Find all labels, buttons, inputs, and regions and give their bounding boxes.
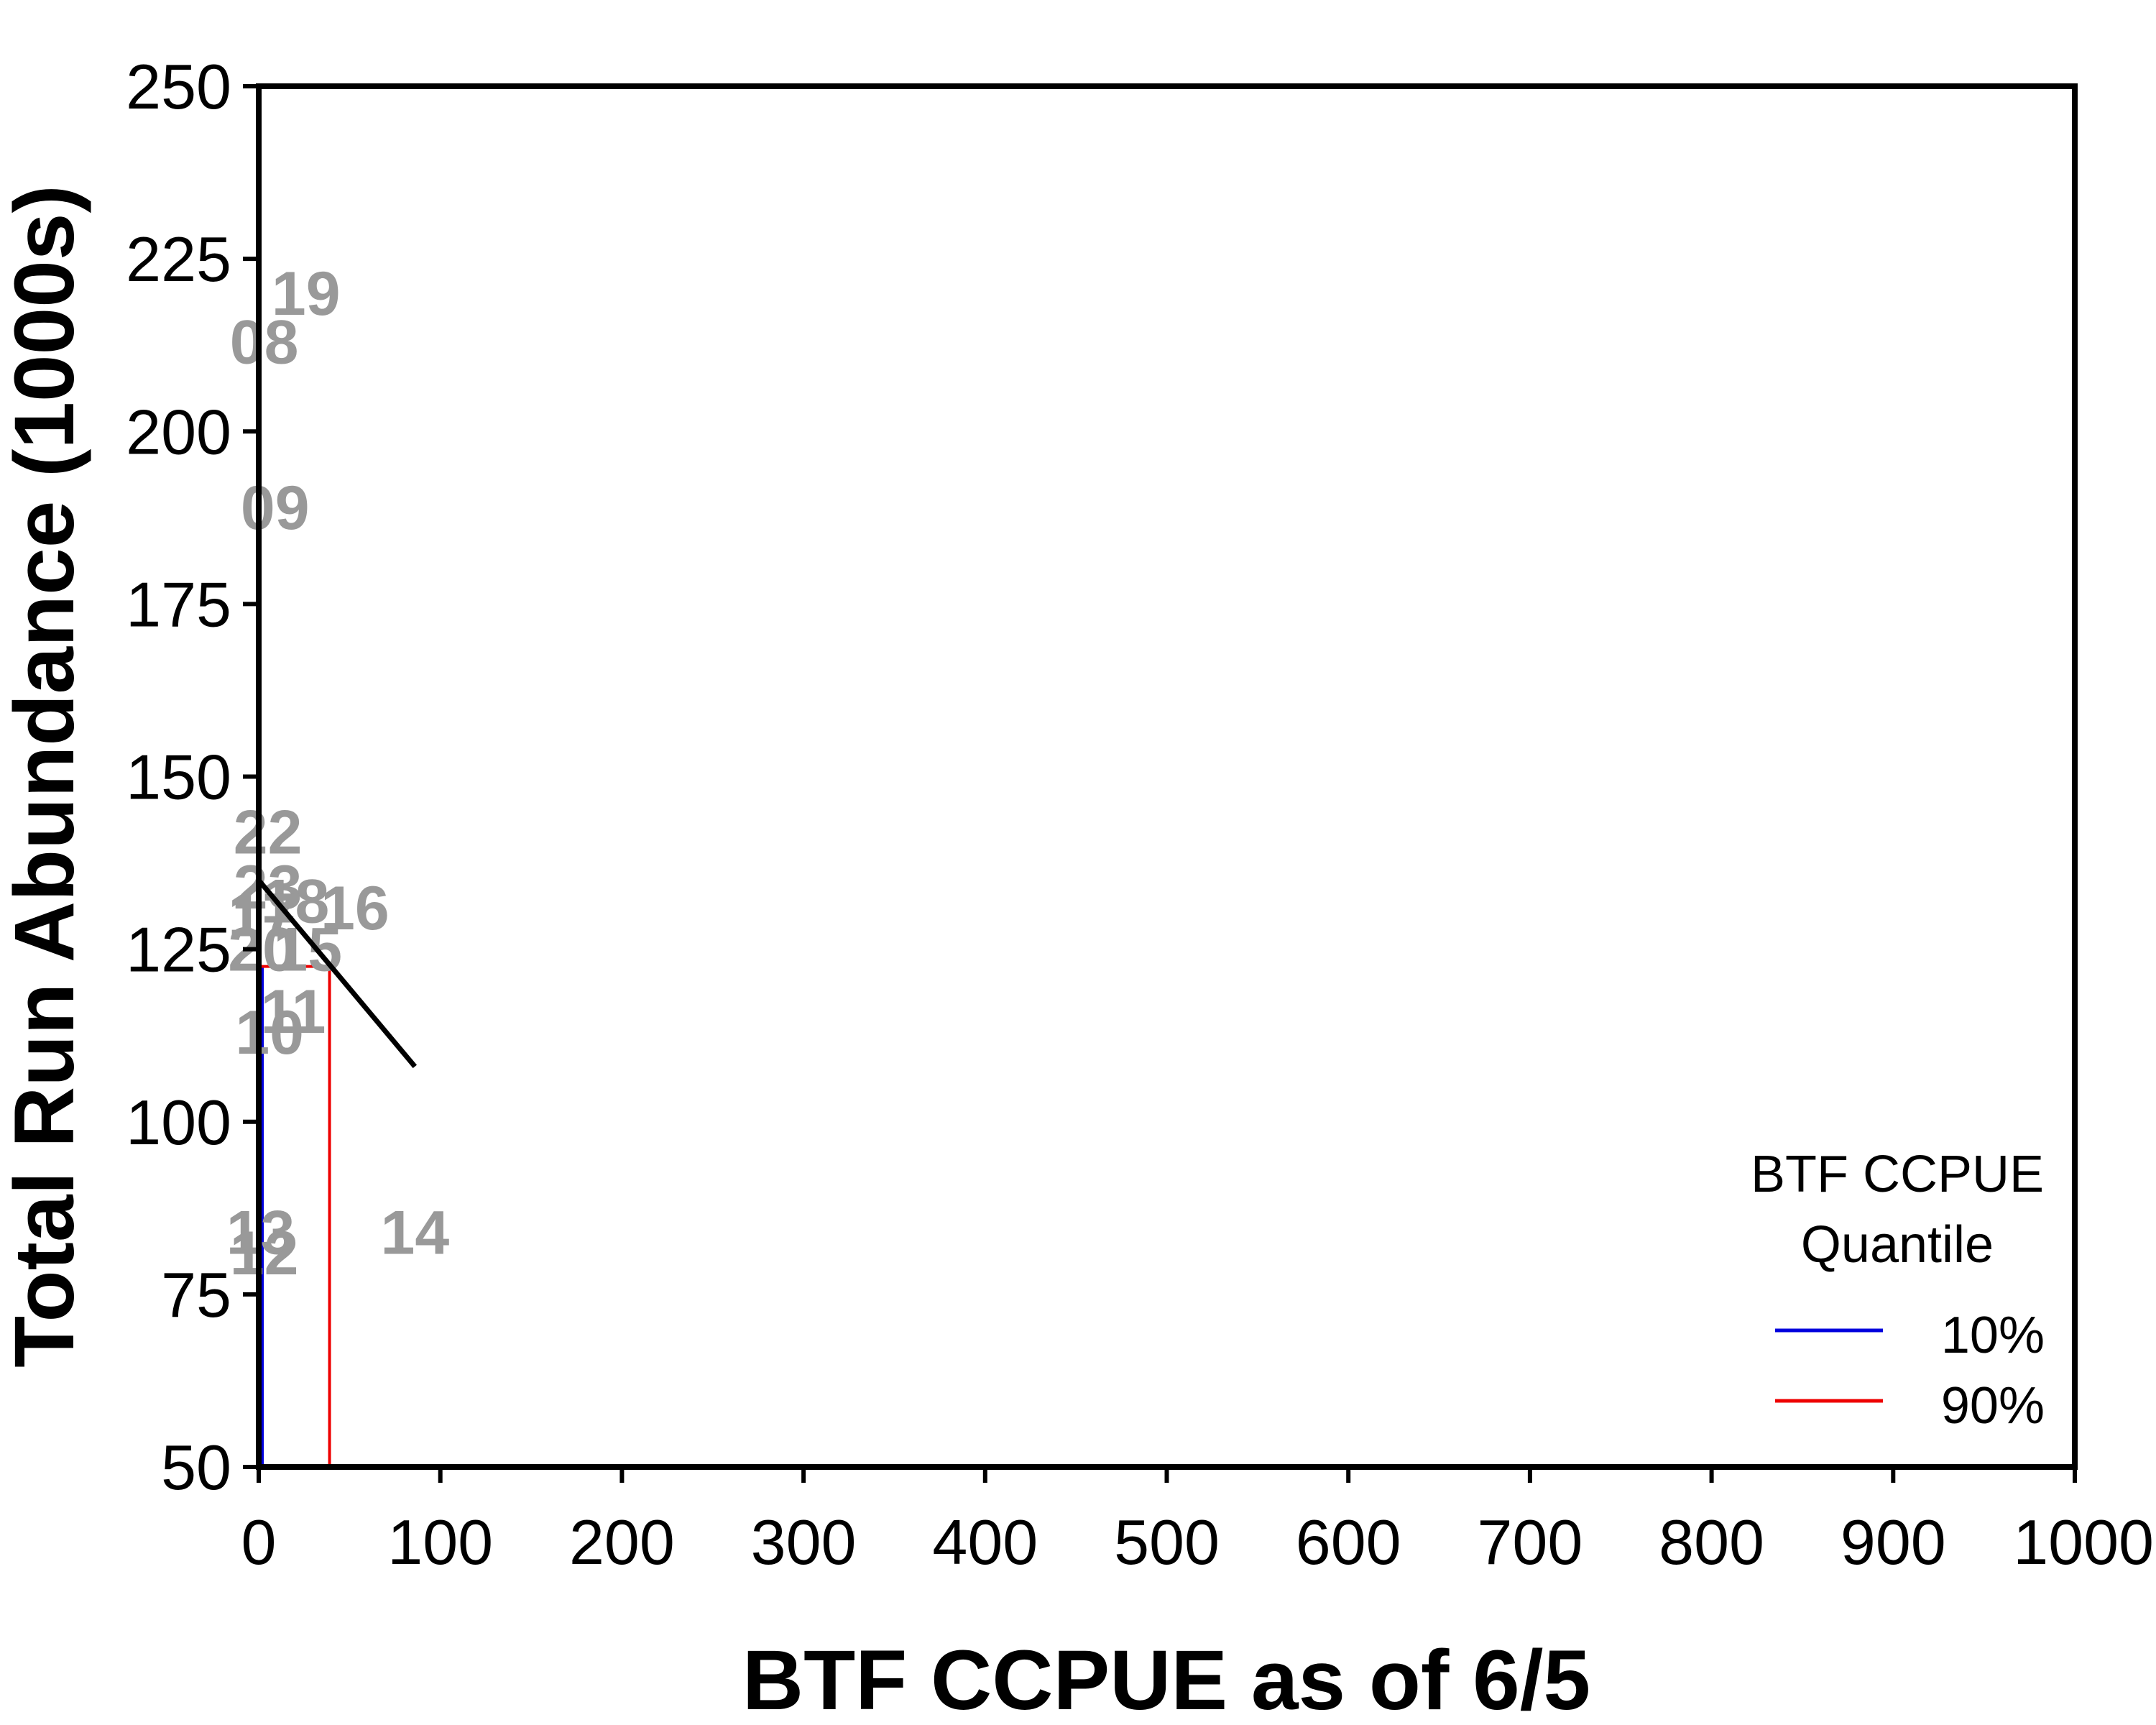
y-tick-label: 225 bbox=[126, 224, 231, 295]
data-point-label: 10 bbox=[235, 998, 304, 1067]
x-tick-label: 0 bbox=[241, 1506, 277, 1578]
x-tick-label: 700 bbox=[1477, 1506, 1583, 1578]
legend-title-line1: BTF CCPUE bbox=[1751, 1146, 2044, 1203]
x-tick-label: 300 bbox=[751, 1506, 857, 1578]
y-tick-label: 150 bbox=[126, 742, 231, 813]
data-point-label: 19 bbox=[272, 259, 341, 328]
x-tick-label: 400 bbox=[932, 1506, 1038, 1578]
y-tick-label: 100 bbox=[126, 1087, 231, 1158]
data-point-label: 09 bbox=[241, 474, 310, 543]
legend-label-10: 10% bbox=[1941, 1307, 2045, 1364]
y-axis-label: Total Run Abundance (1000s) bbox=[0, 185, 92, 1368]
legend-label-90: 90% bbox=[1941, 1377, 2045, 1435]
y-tick-label: 50 bbox=[161, 1432, 231, 1503]
quantile-lines bbox=[259, 965, 331, 1467]
x-tick-label: 500 bbox=[1114, 1506, 1220, 1578]
data-point-label: 22 bbox=[234, 798, 303, 867]
legend: BTF CCPUE Quantile 10% 90% bbox=[1751, 1146, 2045, 1435]
data-point-label: 15 bbox=[273, 916, 342, 985]
data-point-label: 16 bbox=[321, 874, 390, 943]
data-point-label: 11 bbox=[261, 978, 326, 1046]
y-tick-label: 75 bbox=[161, 1259, 231, 1330]
y-tick-label: 125 bbox=[126, 914, 231, 985]
data-point-label: 14 bbox=[380, 1198, 449, 1267]
data-point-label: 20 bbox=[228, 916, 297, 985]
x-tick-label: 100 bbox=[387, 1506, 493, 1578]
x-axis-label: BTF CCPUE as of 6/5 bbox=[742, 1633, 1590, 1725]
data-point-label: 08 bbox=[230, 308, 299, 377]
x-axis-ticks: 0 100 200 300 400 500 600 700 800 900 1000 bbox=[241, 1467, 2154, 1578]
y-tick-label: 250 bbox=[126, 51, 231, 122]
fit-line bbox=[257, 878, 418, 1069]
y-tick-label: 200 bbox=[126, 396, 231, 467]
x-tick-label: 200 bbox=[569, 1506, 675, 1578]
x-tick-label: 800 bbox=[1659, 1506, 1764, 1578]
y-tick-label: 175 bbox=[126, 569, 231, 640]
data-point-label: 12 bbox=[230, 1219, 299, 1288]
x-tick-label: 600 bbox=[1296, 1506, 1401, 1578]
legend-title-line2: Quantile bbox=[1801, 1216, 1994, 1274]
fit-line-group bbox=[257, 878, 418, 1069]
y-axis-ticks: 50 75 100 125 150 175 200 225 250 bbox=[126, 51, 259, 1503]
x-tick-label: 1000 bbox=[2013, 1506, 2154, 1578]
x-tick-label: 900 bbox=[1841, 1506, 1946, 1578]
